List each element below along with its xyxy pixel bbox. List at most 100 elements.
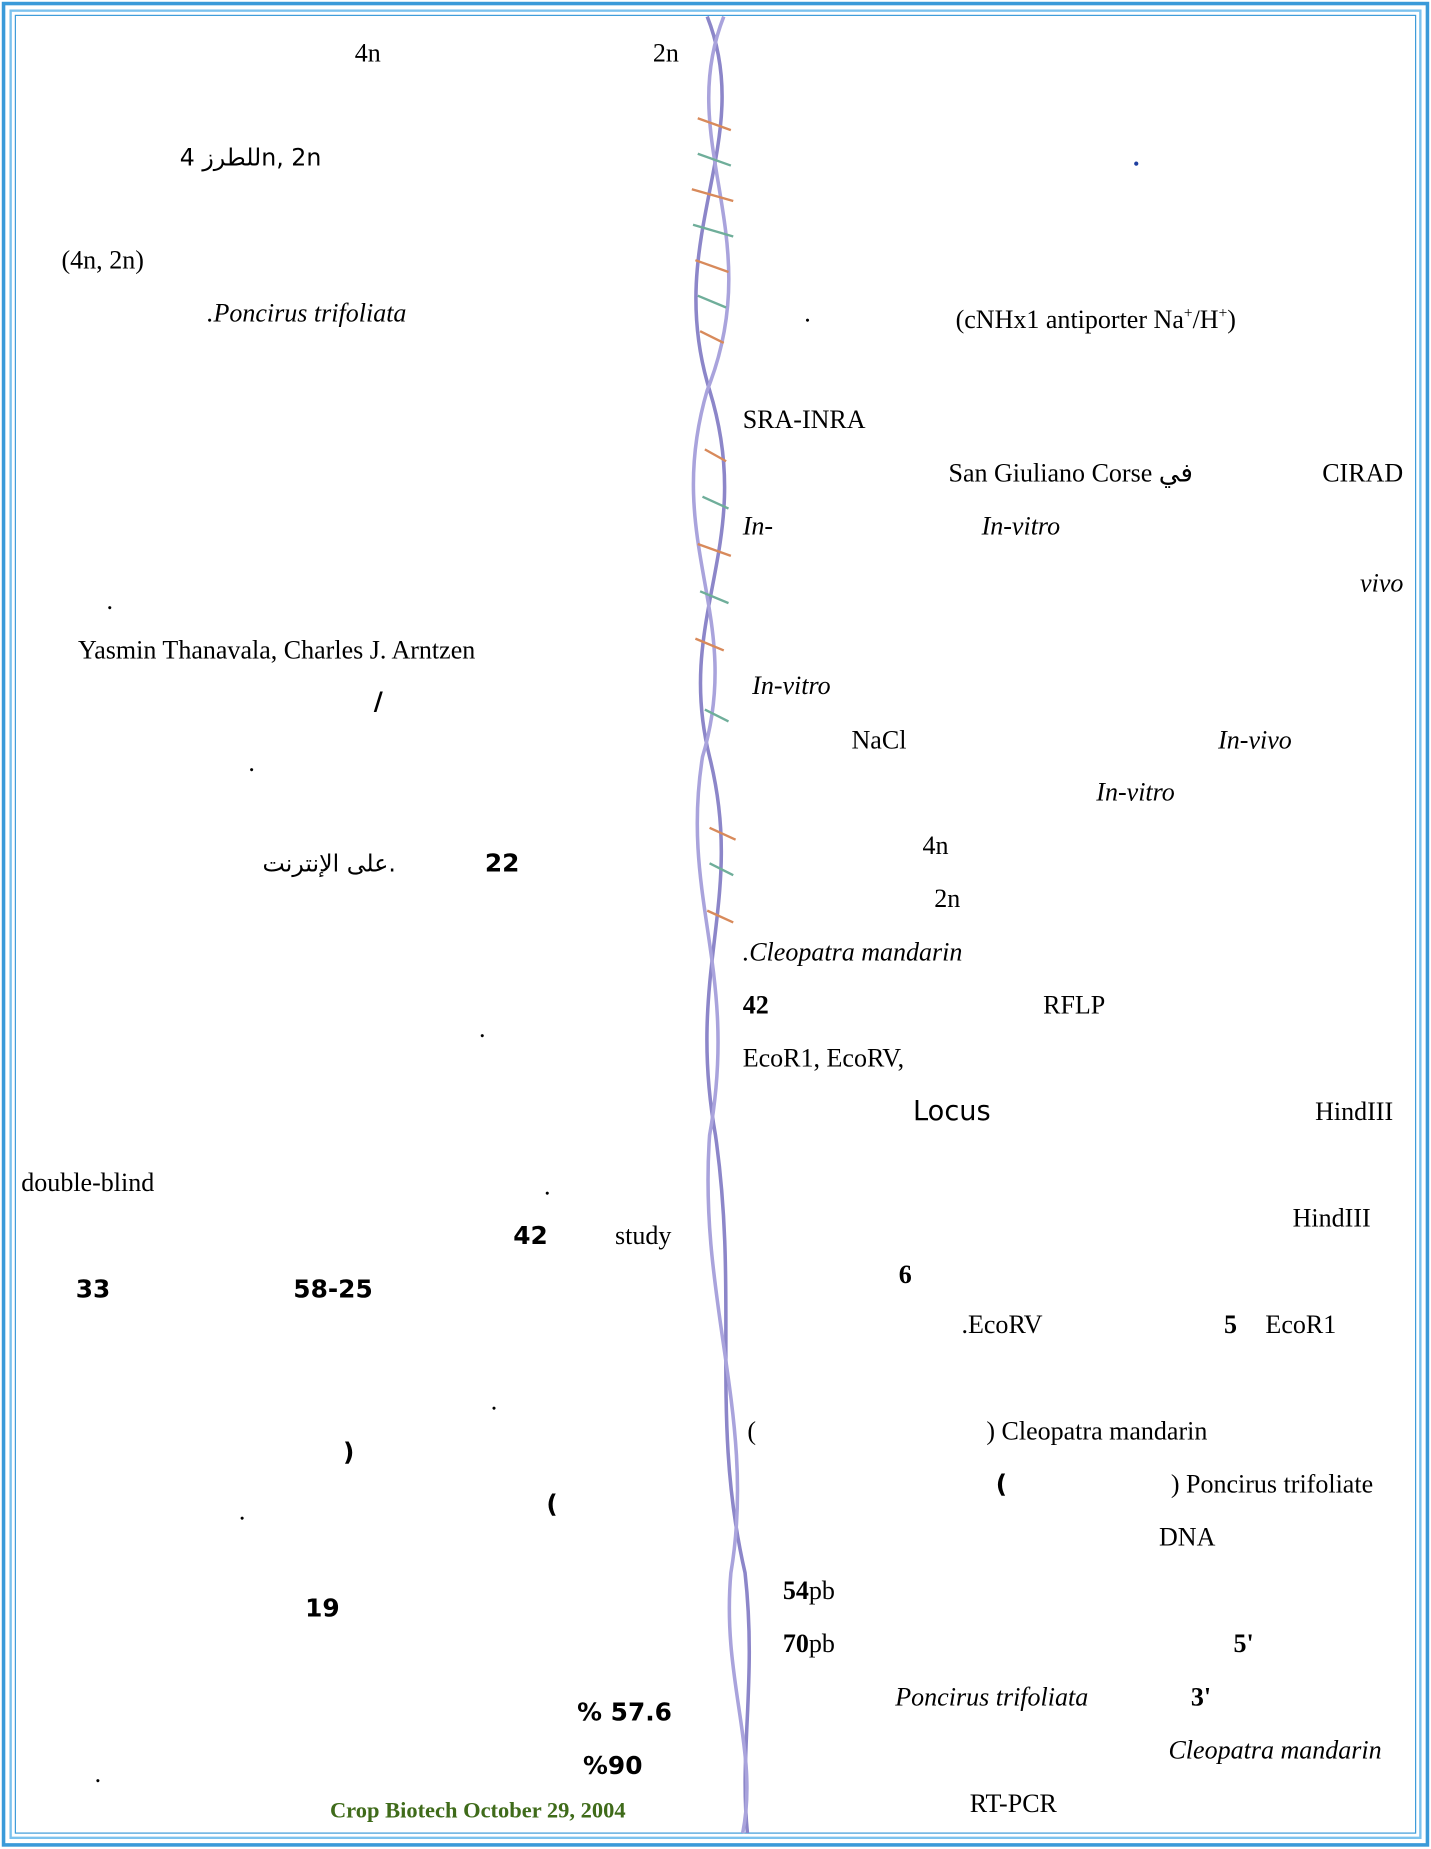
text: 3' (1190, 1681, 1212, 1712)
text: HindIII (1292, 1202, 1371, 1233)
text-fragment: EcoR1, EcoRV, (743, 1043, 904, 1074)
text-fragment: DNA (1159, 1522, 1215, 1553)
text-fragment: 6 (899, 1260, 912, 1291)
text: ) (342, 1438, 355, 1467)
text-fragment: EcoR1 (1265, 1309, 1336, 1340)
text: study (614, 1220, 672, 1251)
text-fragment: 4n (355, 38, 381, 69)
text: EcoR1, EcoRV, (742, 1043, 905, 1073)
text: .EcoRV (961, 1309, 1043, 1339)
text-fragment: CIRAD (1322, 458, 1403, 489)
dna-helix (691, 15, 752, 1834)
text: (4n, 2n) (61, 244, 144, 275)
text: .Cleopatra mandarin (742, 936, 963, 967)
text-fragment: ( (546, 1489, 557, 1520)
text-fragment: Cleopatra mandarin (1168, 1735, 1381, 1766)
text-fragment: 2n (934, 883, 960, 914)
text-fragment: San Giuliano Corse في (948, 458, 1192, 489)
text: % 57.6 (577, 1698, 672, 1727)
text: %90 (583, 1751, 643, 1780)
text: Locus (912, 1096, 991, 1128)
text: للطرز 4n, 2n (179, 143, 322, 172)
text-fragment: 4n (922, 830, 948, 861)
text-fragment: NaCl (852, 725, 907, 756)
text: 58-25 (293, 1274, 373, 1304)
text-fragment: ( (996, 1469, 1007, 1500)
text-fragment: HindIII (1293, 1203, 1371, 1234)
text: Cleopatra mandarin (1168, 1734, 1382, 1765)
text-fragment: 22 (485, 848, 520, 879)
text: EcoR1 (1265, 1309, 1337, 1339)
text-fragment: . (106, 585, 113, 616)
text: /H (1192, 304, 1219, 334)
text: double-blind (21, 1167, 155, 1197)
text: 5 (1224, 1309, 1238, 1339)
text-fragment: ) Poncirus trifoliate (1171, 1469, 1373, 1500)
text: ) (1227, 304, 1236, 334)
text-fragment: double-blind (21, 1167, 154, 1198)
text-fragment: Poncirus trifoliata (895, 1682, 1088, 1713)
text-fragment: . (239, 1496, 246, 1527)
text-fragment: Yasmin Thanavala, Charles J. Arntzen (78, 635, 475, 666)
text-fragment: 54pb (783, 1575, 835, 1606)
text-fragment: In-vitro (982, 511, 1061, 542)
text-fragment: HindIII (1315, 1096, 1393, 1127)
text: Poncirus trifoliata (895, 1681, 1089, 1712)
text: ( (995, 1470, 1008, 1499)
text-fragment: ( (747, 1416, 756, 1447)
text-fragment: In-vitro (1096, 777, 1175, 808)
text-fragment: In-vivo (1218, 725, 1292, 756)
text-fragment: 5' (1233, 1628, 1253, 1659)
text: 54 (782, 1575, 809, 1605)
text-fragment: ) Cleopatra mandarin (986, 1416, 1207, 1447)
text: Crop Biotech October 29, 2004 (329, 1798, 626, 1824)
text-fragment: RFLP (1043, 990, 1105, 1021)
text: + (1218, 303, 1228, 322)
text: 19 (305, 1594, 340, 1623)
text-fragment: SRA-INRA (743, 404, 866, 435)
text: . (248, 747, 255, 777)
text: 2n (934, 883, 961, 913)
text: . (544, 1170, 551, 1201)
text: . (804, 298, 811, 328)
text-fragment: . (804, 298, 811, 329)
text: . (478, 1013, 486, 1044)
text: 70 (782, 1628, 809, 1659)
text-fragment: 42 (513, 1220, 548, 1251)
text-fragment: In-vitro (752, 671, 831, 702)
text: على الإنترنت. (262, 849, 396, 878)
text: 2n (652, 37, 679, 68)
text: 4n (354, 37, 381, 68)
text-fragment: 70pb (783, 1628, 835, 1659)
text-fragment: In- (743, 511, 773, 542)
text-fragment: (cNHx1 antiporter Na+/H+) (956, 298, 1236, 335)
text: 5' (1233, 1628, 1254, 1659)
text: ( (546, 1490, 558, 1519)
text-fragment: . (479, 1014, 486, 1045)
text: (cNHx1 antiporter Na (955, 304, 1184, 334)
text-fragment: 3' (1191, 1682, 1211, 1713)
text: Yasmin Thanavala, Charles J. Arntzen (78, 635, 476, 665)
text: .Poncirus trifoliata (206, 298, 407, 328)
text: 22 (484, 849, 520, 878)
text-fragment: للطرز 4n, 2n (180, 142, 322, 173)
text: + (1183, 303, 1193, 322)
text: DNA (1158, 1522, 1216, 1552)
text: . (1132, 141, 1140, 172)
text: HindIII (1315, 1096, 1394, 1126)
text: In-vitro (752, 670, 831, 701)
text: 42 (513, 1221, 548, 1251)
text: RFLP (1043, 989, 1106, 1020)
text: RT-PCR (969, 1788, 1057, 1818)
text: San Giuliano Corse في (948, 457, 1193, 488)
text-fragment: . (544, 1171, 551, 1202)
text-fragment: 19 (305, 1593, 340, 1624)
text-fragment: ) (343, 1437, 354, 1468)
text-fragment: . (95, 1759, 102, 1790)
text: . (94, 1758, 102, 1789)
text-fragment: . (491, 1386, 498, 1417)
text: In-vitro (1096, 776, 1175, 807)
text: . (490, 1386, 498, 1416)
text: pb (808, 1575, 835, 1605)
